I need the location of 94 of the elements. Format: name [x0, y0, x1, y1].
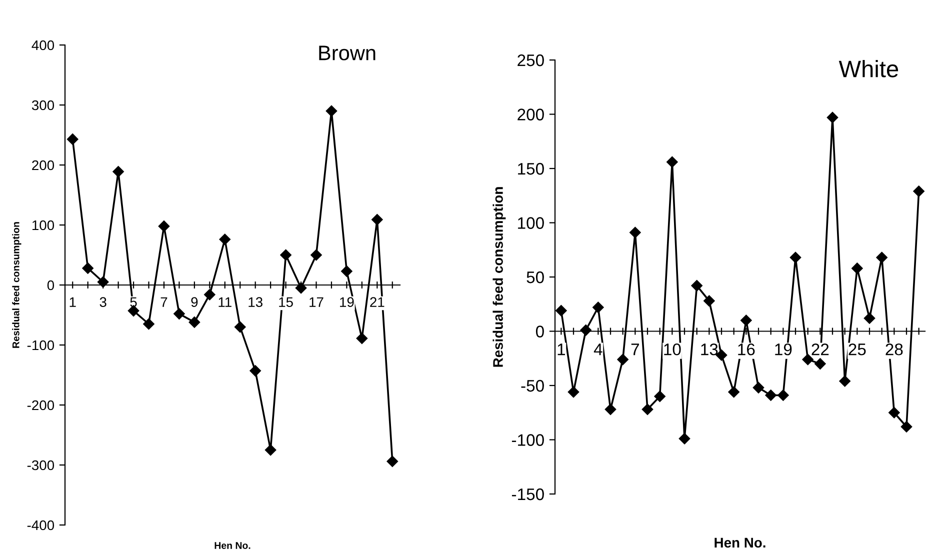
point — [630, 226, 641, 238]
point — [280, 249, 292, 261]
y-tick-label: 100 — [518, 217, 544, 229]
point — [617, 354, 628, 366]
x-tick-label: 19 — [340, 297, 354, 308]
y-axis-title: Residual feed consumption — [492, 187, 506, 367]
point — [852, 262, 863, 274]
x-tick-label: 22 — [812, 343, 829, 356]
point — [219, 234, 230, 246]
point — [556, 305, 567, 316]
point — [678, 433, 690, 444]
point — [295, 282, 307, 294]
x-tick-label: 15 — [279, 297, 293, 308]
chart-title: White — [838, 60, 898, 78]
y-tick-label: 0 — [47, 280, 54, 290]
point — [580, 324, 592, 336]
point — [310, 249, 322, 261]
point — [188, 316, 200, 328]
y-tick-label: 0 — [536, 326, 544, 338]
x-tick-label: 28 — [886, 343, 903, 356]
x-tick-label: 3 — [100, 297, 106, 308]
x-tick-label: 21 — [370, 297, 384, 307]
y-tick-label: -200 — [27, 400, 54, 410]
point — [234, 321, 246, 333]
x-tick-label: 13 — [701, 343, 718, 356]
point — [913, 186, 924, 197]
point — [112, 166, 124, 178]
point — [67, 134, 78, 145]
y-tick-label: 150 — [518, 162, 544, 175]
y-tick-label: 300 — [32, 100, 54, 110]
point — [728, 386, 740, 398]
point — [97, 276, 109, 288]
y-tick-label: 250 — [518, 54, 544, 66]
x-tick-label: 1 — [558, 344, 565, 356]
point — [341, 266, 352, 277]
point — [356, 332, 368, 344]
x-tick-label: 25 — [848, 343, 866, 356]
y-tick-label: 200 — [32, 160, 54, 170]
point — [839, 376, 850, 387]
x-tick-label: 19 — [775, 343, 792, 356]
point — [876, 252, 888, 264]
point — [814, 358, 826, 370]
point — [82, 262, 94, 274]
point — [691, 280, 702, 292]
point — [740, 314, 752, 326]
y-tick-label: 100 — [32, 220, 54, 230]
point — [666, 156, 678, 168]
point — [604, 404, 616, 415]
y-tick-label: -300 — [27, 460, 54, 470]
x-axis-title: Hen No. — [714, 538, 766, 548]
point — [326, 105, 338, 117]
x-tick-label: 7 — [160, 297, 168, 307]
point — [802, 354, 814, 366]
point — [826, 112, 838, 124]
point — [158, 220, 170, 232]
y-tick-label: -150 — [512, 488, 544, 500]
point — [204, 288, 216, 300]
point — [752, 382, 764, 394]
point — [642, 404, 654, 415]
point — [264, 444, 276, 456]
x-axis-title: Hen No. — [214, 542, 250, 549]
point — [654, 390, 666, 402]
x-tick-label: 1 — [70, 297, 76, 307]
point — [900, 421, 912, 432]
x-tick-label: 17 — [310, 297, 324, 307]
x-tick-label: 13 — [248, 297, 262, 308]
point — [386, 456, 398, 468]
y-tick-label: -400 — [27, 520, 54, 530]
point — [864, 312, 876, 324]
y-tick-label: 400 — [32, 40, 54, 50]
chart-title: Brown — [319, 46, 376, 60]
point — [568, 386, 580, 398]
y-tick-label: 200 — [518, 108, 544, 120]
x-tick-label: 16 — [738, 343, 755, 356]
point — [704, 295, 715, 306]
point — [143, 318, 154, 330]
point — [174, 308, 185, 320]
point — [250, 365, 261, 376]
point — [888, 407, 900, 418]
x-tick-label: 10 — [664, 343, 681, 356]
point — [778, 390, 789, 401]
y-tick-label: -100 — [27, 340, 54, 350]
y-axis-title: Residual feed consumption — [12, 222, 22, 348]
y-tick-label: 50 — [526, 271, 544, 284]
x-tick-label: 7 — [631, 344, 639, 356]
y-tick-label: -50 — [521, 380, 544, 392]
point — [592, 302, 604, 313]
x-tick-label: 4 — [594, 344, 602, 356]
point — [790, 252, 802, 264]
y-tick-label: -100 — [512, 434, 544, 446]
x-tick-label: 9 — [191, 297, 198, 308]
point — [765, 390, 776, 401]
x-tick-label: 11 — [218, 297, 232, 307]
point — [372, 214, 383, 226]
